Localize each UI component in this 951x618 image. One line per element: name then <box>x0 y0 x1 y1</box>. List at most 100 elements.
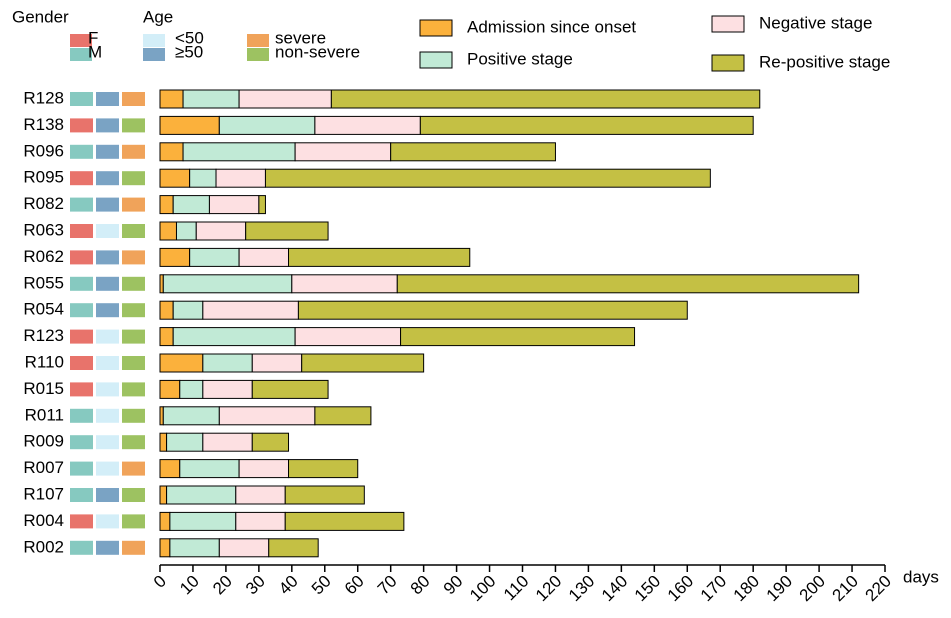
bar <box>166 485 237 505</box>
annotation-tile <box>96 144 119 159</box>
y-tick-label: R009 <box>23 432 64 451</box>
annotation-tile <box>70 92 93 106</box>
legend-label: Positive stage <box>467 49 573 68</box>
bar <box>288 459 359 479</box>
bar <box>182 142 296 162</box>
bar <box>235 485 286 505</box>
x-tick-label: 20 <box>209 572 236 599</box>
legend-label: F <box>88 28 98 47</box>
y-tick-label: R062 <box>23 247 64 266</box>
y-tick-label: R063 <box>23 220 64 239</box>
bar <box>202 353 253 373</box>
annotation-tile <box>96 514 119 529</box>
x-tick-label: 80 <box>407 572 434 599</box>
annotation-tile <box>122 118 145 133</box>
bar <box>258 195 266 215</box>
annotation-tile <box>70 408 93 423</box>
legend-label: Re-positive stage <box>759 52 890 71</box>
bar <box>189 168 217 188</box>
annotation-tile <box>70 514 93 529</box>
annotation-tile <box>70 488 93 502</box>
legend-key <box>711 15 745 33</box>
y-tick-label: R011 <box>25 405 64 424</box>
y-tick-label: R004 <box>23 511 64 530</box>
bar <box>159 485 168 505</box>
annotation-tile <box>96 250 119 265</box>
legend-label: severe <box>275 28 326 47</box>
legend-key <box>419 19 453 37</box>
bar <box>218 115 316 135</box>
annotation-title: Gender <box>12 7 69 26</box>
annotation-tile <box>122 461 145 476</box>
x-tick-label: 170 <box>697 572 730 605</box>
bar <box>314 115 421 135</box>
bar <box>400 327 636 347</box>
x-tick-label: 120 <box>532 572 565 605</box>
x-tick-label: 70 <box>374 572 401 599</box>
annotation-tile <box>122 329 145 344</box>
y-tick-label: R128 <box>23 88 64 107</box>
bar <box>294 142 392 162</box>
legend-label: non-severe <box>275 42 360 61</box>
x-tick-label: 60 <box>341 572 368 599</box>
x-tick-label: 40 <box>275 572 302 599</box>
annotation-tile <box>96 461 119 476</box>
annotation-tile <box>96 540 119 555</box>
legend-key <box>143 48 165 61</box>
x-tick-label: 0 <box>150 572 170 592</box>
annotation-tile <box>70 171 93 186</box>
x-tick-label: 220 <box>862 572 895 605</box>
bar <box>159 327 174 347</box>
legend-key <box>70 34 92 47</box>
annotation-tile <box>122 488 145 502</box>
legend-label: Negative stage <box>759 13 872 32</box>
annotation-tile <box>96 118 119 133</box>
annotation-tile <box>122 514 145 529</box>
legend-label: ≥50 <box>175 42 203 61</box>
annotation-tile <box>70 224 93 238</box>
annotation-tile <box>96 197 119 212</box>
bar <box>159 300 174 320</box>
y-tick-label: R123 <box>23 326 64 345</box>
bar <box>288 247 471 267</box>
x-tick-label: 130 <box>565 572 598 605</box>
bar <box>179 379 204 399</box>
bar <box>419 115 754 135</box>
annotation-tile <box>96 435 119 450</box>
bar <box>251 379 329 399</box>
bar <box>162 406 220 426</box>
bar <box>166 432 204 452</box>
bar <box>189 247 240 267</box>
bar <box>396 274 860 294</box>
bar <box>179 459 240 479</box>
bar <box>159 247 191 267</box>
x-tick-label: 110 <box>500 572 533 605</box>
bar <box>172 327 296 347</box>
annotation-tile <box>96 382 119 397</box>
x-tick-label: 90 <box>440 572 467 599</box>
bar <box>238 459 290 479</box>
bar <box>301 353 425 373</box>
annotation-tile <box>70 144 93 159</box>
annotation-tile <box>70 356 93 370</box>
bar <box>172 300 204 320</box>
bar <box>390 142 556 162</box>
y-tick-label: R015 <box>23 379 64 398</box>
y-tick-label: R002 <box>23 537 64 556</box>
annotation-tile <box>122 382 145 397</box>
x-tick-label: 30 <box>242 572 269 599</box>
annotation-tile <box>70 435 93 450</box>
bar <box>169 511 237 531</box>
annotation-tile <box>70 540 93 555</box>
y-tick-label: R107 <box>23 484 64 503</box>
legend-label: <50 <box>175 28 204 47</box>
x-tick-label: 160 <box>664 572 697 605</box>
bar <box>208 195 260 215</box>
x-tick-label: 210 <box>829 572 862 605</box>
bar <box>159 459 181 479</box>
bar <box>284 511 405 531</box>
annotation-tile <box>70 197 93 212</box>
bar <box>218 538 270 558</box>
y-tick-label: R110 <box>25 352 64 371</box>
annotation-tile <box>96 303 119 318</box>
